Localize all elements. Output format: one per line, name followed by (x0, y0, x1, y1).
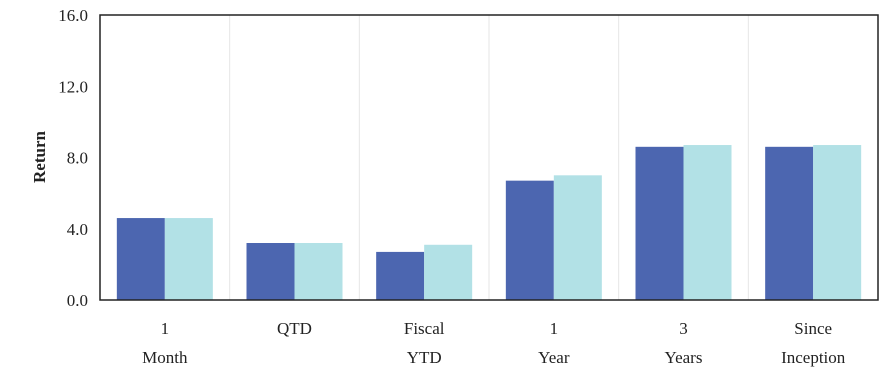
y-tick-label: 16.0 (58, 6, 88, 25)
bar-series-2 (424, 244, 473, 300)
bar-series-2 (553, 175, 602, 300)
bar-series-1 (116, 218, 165, 300)
x-category-label: Since Inception (781, 319, 846, 367)
y-tick-label: 12.0 (58, 77, 88, 96)
x-axis-labels: 1 Month QTD Fiscal YTD 1 Year 3 Years Since Incept… (142, 319, 846, 367)
bar-series-1 (505, 180, 554, 300)
gridlines (99, 15, 879, 300)
bar-series-2 (294, 243, 343, 300)
x-category-label: 3 Years (665, 319, 703, 367)
y-tick-label: 8.0 (67, 149, 88, 168)
bar-series-2 (813, 145, 862, 300)
bar-series-1 (246, 243, 295, 300)
bar-series-2 (683, 145, 732, 300)
y-axis-title: Return (30, 130, 49, 182)
bar-series-1 (635, 146, 684, 300)
x-category-label: 1 Month (142, 319, 188, 367)
plot-frame (99, 14, 879, 301)
bars (116, 145, 862, 300)
y-tick-label: 4.0 (67, 220, 88, 239)
bar-series-1 (765, 146, 814, 300)
y-tick-label: 0.0 (67, 291, 88, 310)
x-category-label: 1 Year (538, 319, 570, 367)
x-category-label: QTD (277, 319, 312, 338)
bar-series-1 (376, 251, 425, 300)
x-category-label: Fiscal YTD (404, 319, 445, 367)
bar-series-2 (164, 218, 213, 300)
y-axis-ticks: 0.0 4.0 8.0 12.0 16.0 (58, 6, 88, 310)
